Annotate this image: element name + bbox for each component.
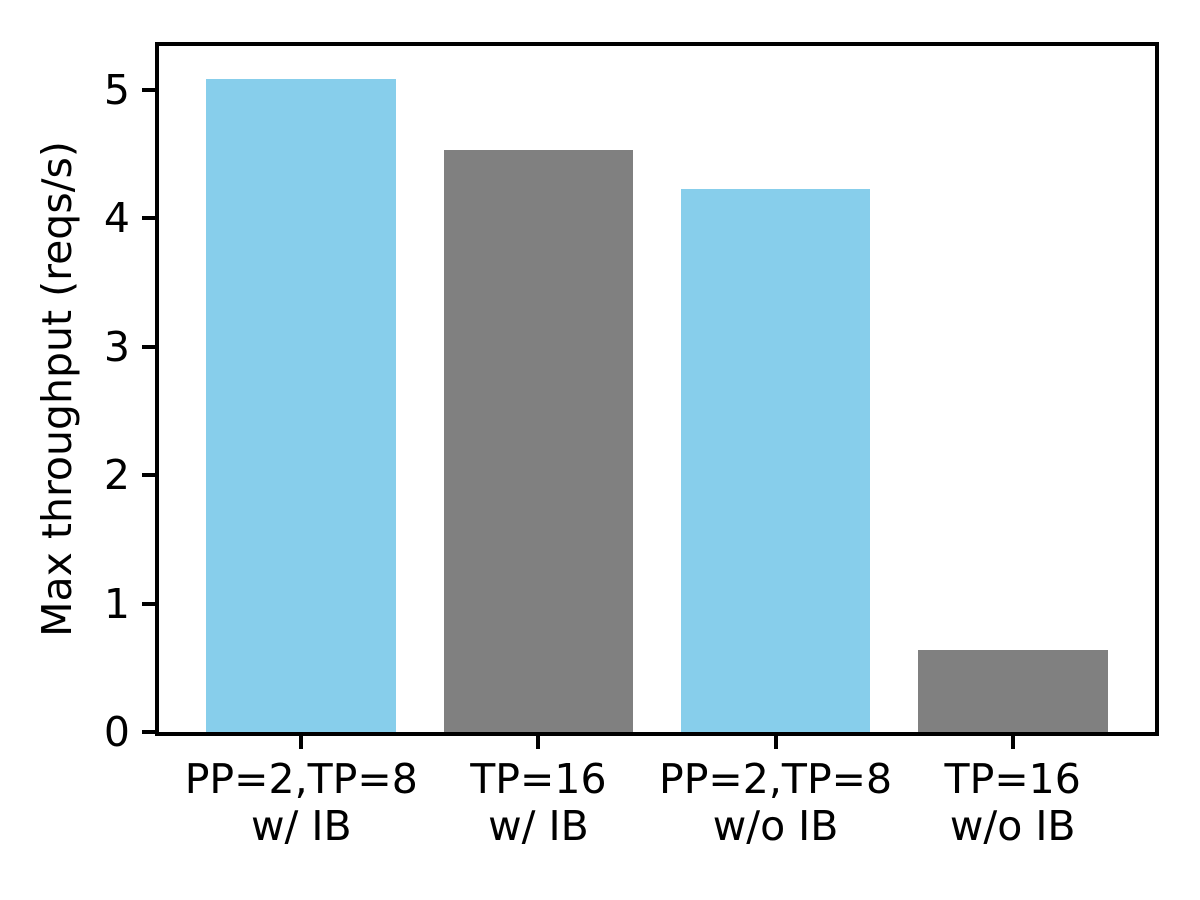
y-tick-label: 3: [103, 322, 130, 371]
x-tick-label: TP=16 w/o IB: [843, 756, 1183, 850]
x-tick-label-line: w/ IB: [488, 802, 589, 850]
y-tick-label: 5: [103, 65, 130, 114]
plot-area: [155, 42, 1159, 736]
y-tick-label: 4: [103, 194, 130, 243]
bar-2: [680, 188, 871, 732]
y-tick-label: 1: [103, 579, 130, 628]
x-tick-label-line: w/o IB: [949, 802, 1076, 850]
y-tick-label: 0: [103, 708, 130, 756]
x-tick-label-line: TP=16: [944, 755, 1081, 803]
x-tick-label: TP=16 w/ IB: [368, 756, 708, 850]
bar-3: [917, 649, 1108, 732]
x-tick-label: PP=2,TP=8 w/ IB: [131, 756, 471, 850]
x-tick-label-line: w/ IB: [250, 802, 352, 850]
x-tick-mark: [536, 736, 541, 749]
y-tick-label: 2: [103, 451, 130, 500]
x-tick-label-line: PP=2,TP=8: [184, 755, 418, 803]
x-tick-label: PP=2,TP=8 w/o IB: [606, 756, 946, 850]
x-tick-label-line: PP=2,TP=8: [658, 755, 893, 803]
y-tick-mark: [142, 601, 155, 606]
y-axis-label: Max throughput (reqs/s): [33, 141, 81, 637]
y-tick-mark: [142, 344, 155, 349]
x-tick-mark: [773, 736, 778, 749]
x-tick-label-line: TP=16: [470, 755, 607, 803]
x-tick-mark: [1010, 736, 1015, 749]
bar-1: [443, 150, 634, 732]
y-tick-mark: [142, 730, 155, 734]
y-tick-mark: [142, 473, 155, 478]
y-tick-mark: [142, 87, 155, 92]
x-tick-label-line: w/o IB: [712, 802, 839, 850]
y-tick-mark: [142, 216, 155, 221]
x-tick-mark: [299, 736, 304, 749]
bar-0: [206, 79, 397, 732]
